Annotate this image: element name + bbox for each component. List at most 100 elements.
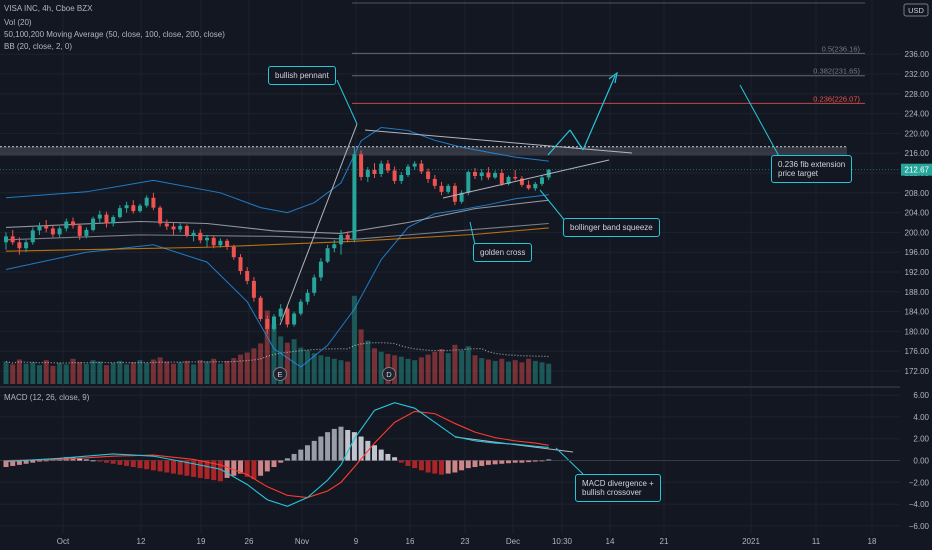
macd-histogram-bar-43 [291,453,297,461]
price-tick-13: 224.00 [905,110,930,119]
projection-arrowhead [608,71,618,84]
price-tick-8: 204.00 [905,209,930,218]
volume-bar-61 [412,360,418,384]
candle-body-8 [57,228,62,235]
candle-body-75 [506,176,511,184]
macd-histogram-bar-29 [197,460,203,478]
macd-histogram-bar-77 [519,460,525,463]
candle-body-59 [399,174,404,181]
volume-bar-36 [244,352,250,384]
fib-target-pointer [739,84,781,159]
volume-bar-37 [251,348,257,384]
candle-body-38 [258,297,263,320]
macd-histogram-bar-15 [104,460,109,463]
volume-bar-24 [164,361,170,384]
time-tick-7: 23 [461,537,470,546]
volume-bar-70 [472,355,478,384]
macd-histogram-bar-78 [526,460,532,463]
macd-histogram-bar-22 [150,460,156,471]
macd-histogram-bar-62 [418,460,424,471]
candle-body-71 [479,172,484,176]
volume-bar-21 [144,363,150,384]
callout-golden-cross[interactable]: golden cross [473,243,533,262]
macd-histogram-bar-13 [90,460,96,462]
price-tick-7: 200.00 [905,228,930,237]
time-tick-6: 16 [406,537,415,546]
macd-histogram-bar-28 [191,460,197,477]
macd-histogram-bar-40 [271,460,277,468]
candle-body-24 [164,223,169,227]
candle-body-15 [104,214,109,224]
macd-tick-3: 0.00 [913,457,929,466]
macd-histogram-bar-57 [385,453,391,461]
legend-bollinger[interactable]: BB (20, close, 2, 0) [4,42,73,51]
event-marker-0 [273,367,287,381]
legend-symbol[interactable]: VISA INC, 4h, Cboe BZX [4,4,93,13]
price-tick-5: 192.00 [905,268,930,277]
volume-ma-line [5,342,549,364]
volume-bar-23 [157,357,163,384]
callout-macd-divergence[interactable]: MACD divergence + bullish crossover [575,474,661,502]
candle-body-5 [37,225,42,231]
macd-histogram-bar-74 [499,460,505,464]
macd-histogram-bar-34 [231,460,237,476]
candle-body-7 [50,228,55,235]
volume-bar-42 [284,342,290,384]
resistance-zone [0,146,847,156]
macd-histogram-bar-65 [439,460,444,475]
volume-bar-22 [150,359,156,384]
macd-histogram-bar-1 [10,460,16,466]
projection-down [569,129,584,151]
volume-bar-73 [492,360,498,384]
legend-macd[interactable]: MACD (12, 26, close, 9) [4,393,90,402]
macd-tick-2: −2.00 [909,478,930,487]
callout-bullish-pennant[interactable]: bullish pennant [268,66,336,85]
candle-body-58 [392,170,397,181]
candle-body-20 [138,205,142,212]
macd-histogram-bar-20 [137,460,143,469]
candle-body-55 [372,170,377,174]
volume-bar-63 [425,354,431,384]
time-tick-4: Nov [295,537,309,546]
volume-bar-7 [50,365,56,384]
volume-bar-71 [479,358,485,384]
candle-body-51 [345,234,350,240]
macd-histogram-bar-47 [318,436,324,461]
candle-body-48 [325,248,330,262]
volume-bar-69 [465,346,471,384]
price-tick-11: 216.00 [905,149,930,158]
macd-signal-line [5,410,549,499]
legend-volume[interactable]: Vol (20) [4,18,32,27]
price-tick-1: 176.00 [905,347,930,356]
macd-histogram-bar-75 [506,460,511,464]
macd-histogram-bar-30 [204,460,210,480]
macd-histogram-bar-69 [465,460,471,469]
macd-histogram-bar-46 [311,440,317,461]
macd-histogram-bar-5 [37,460,42,462]
candle-body-26 [178,225,183,230]
candle-body-52 [352,154,357,240]
macd-histogram-bar-11 [77,458,83,461]
macd-histogram-bar-0 [3,460,9,468]
volume-bar-64 [432,351,438,384]
macd-histogram-bar-59 [398,460,404,463]
candle-body-9 [64,221,69,229]
candle-body-4 [30,230,35,243]
macd-histogram-bar-21 [144,460,150,470]
macd-tick-4: 2.00 [913,435,929,444]
callout-fib-target[interactable]: 0.236 fib extension price target [771,155,853,183]
volume-bar-33 [224,360,230,384]
macd-histogram-bar-61 [412,460,418,469]
macd-histogram-bar-26 [177,460,183,475]
macd-histogram-bar-72 [485,460,491,465]
volume-bar-4 [30,362,36,384]
bb-lower-line [5,194,549,368]
macd-histogram-bar-35 [238,460,243,474]
callout-bollinger-squeeze[interactable]: bollinger band squeeze [563,218,660,237]
legend-moving-average[interactable]: 50,100,200 Moving Average (50, close, 10… [4,30,225,39]
volume-bar-41 [278,336,284,384]
volume-bar-2 [16,359,22,384]
volume-bar-15 [104,365,109,384]
volume-bar-29 [197,360,203,384]
